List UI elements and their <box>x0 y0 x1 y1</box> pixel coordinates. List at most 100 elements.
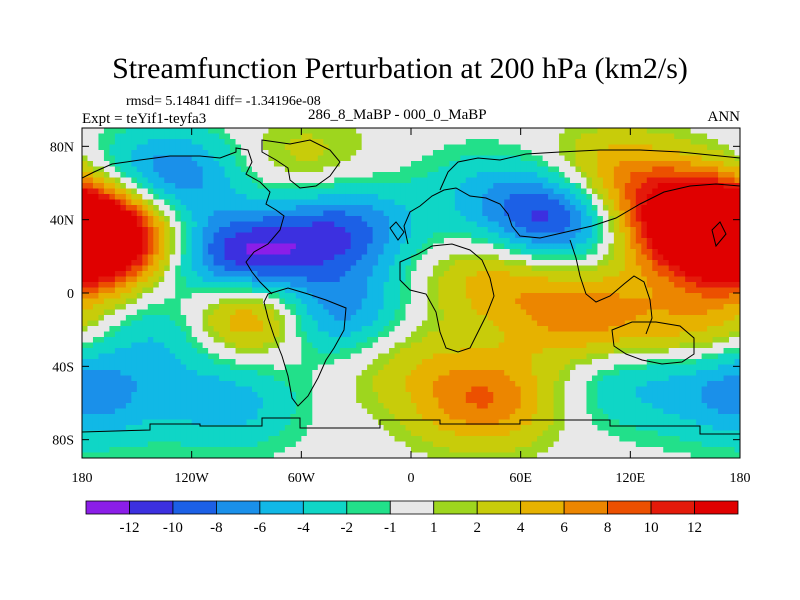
field-cell <box>186 155 193 162</box>
field-cell <box>213 309 220 316</box>
field-cell <box>498 298 505 305</box>
field-cell <box>180 150 187 157</box>
field-cell <box>498 183 505 190</box>
field-cell <box>613 260 620 267</box>
field-cell <box>432 287 440 294</box>
field-cell <box>153 326 160 333</box>
field-cell <box>131 348 138 355</box>
field-cell <box>361 298 368 305</box>
field-cell <box>718 238 725 245</box>
field-cell <box>570 249 577 256</box>
field-cell <box>427 238 434 245</box>
field-cell <box>120 282 127 289</box>
field-cell <box>317 293 324 300</box>
field-cell <box>109 238 116 245</box>
field-cell <box>624 331 631 338</box>
field-cell <box>356 177 363 184</box>
field-cell <box>454 199 461 206</box>
field-cell <box>136 249 143 256</box>
field-cell <box>646 315 653 322</box>
field-cell <box>394 172 401 179</box>
field-cell <box>537 210 544 217</box>
field-cell <box>701 199 708 206</box>
field-cell <box>685 232 692 239</box>
field-cell <box>641 139 648 146</box>
field-cell <box>262 243 270 250</box>
field-cell <box>213 183 220 190</box>
field-cell <box>295 172 302 179</box>
field-cell <box>136 326 143 333</box>
field-cell <box>114 144 121 151</box>
field-cell <box>427 216 434 223</box>
field-cell <box>515 293 522 300</box>
field-cell <box>142 243 149 250</box>
field-cell <box>394 326 401 333</box>
field-cell <box>328 183 335 190</box>
field-cell <box>158 315 165 322</box>
field-cell <box>82 232 89 239</box>
field-cell <box>158 320 165 327</box>
field-cell <box>690 309 697 316</box>
field-cell <box>520 166 527 173</box>
field-cell <box>630 177 637 184</box>
field-cell <box>575 254 582 261</box>
field-cell <box>389 128 396 135</box>
field-cell <box>482 243 489 250</box>
field-cell <box>153 172 160 179</box>
field-cell <box>125 276 132 283</box>
field-cell <box>389 155 396 162</box>
field-cell <box>257 320 264 327</box>
field-cell <box>476 221 483 228</box>
field-cell <box>696 293 703 300</box>
field-cell <box>405 271 412 278</box>
field-cell <box>339 188 346 195</box>
field-cell <box>87 210 94 217</box>
field-cell <box>454 249 461 256</box>
field-cell <box>454 172 461 179</box>
field-cell <box>367 139 374 146</box>
field-cell <box>114 342 121 349</box>
field-cell <box>334 221 341 228</box>
field-cell <box>542 232 549 239</box>
field-cell <box>367 128 374 135</box>
field-cell <box>416 177 423 184</box>
field-cell <box>509 309 516 316</box>
field-cell <box>383 177 390 184</box>
field-cell <box>427 331 434 338</box>
field-cell <box>224 342 231 349</box>
field-cell <box>257 161 264 168</box>
field-cell <box>591 128 599 135</box>
field-cell <box>339 243 346 250</box>
field-cell <box>378 216 385 223</box>
field-cell <box>164 348 171 355</box>
field-cell <box>674 282 681 289</box>
field-cell <box>224 188 231 195</box>
field-cell <box>323 205 330 212</box>
field-cell <box>312 232 319 239</box>
field-cell <box>454 353 461 360</box>
field-cell <box>537 199 544 206</box>
field-cell <box>696 227 703 234</box>
field-cell <box>657 144 664 151</box>
field-cell <box>213 342 220 349</box>
field-cell <box>405 315 412 322</box>
field-cell <box>602 194 609 201</box>
field-cell <box>690 227 697 234</box>
field-cell <box>246 304 253 311</box>
field-cell <box>443 293 450 300</box>
field-cell <box>723 227 730 234</box>
field-cell <box>707 276 714 283</box>
field-cell <box>306 194 313 201</box>
field-cell <box>241 265 248 272</box>
field-cell <box>120 177 127 184</box>
field-cell <box>164 166 171 173</box>
field-cell <box>602 331 609 338</box>
field-cell <box>427 183 434 190</box>
field-cell <box>224 282 231 289</box>
field-cell <box>515 227 522 234</box>
field-cell <box>674 194 681 201</box>
field-cell <box>520 309 527 316</box>
field-cell <box>257 260 264 267</box>
field-cell <box>109 194 116 201</box>
field-cell <box>290 348 297 355</box>
